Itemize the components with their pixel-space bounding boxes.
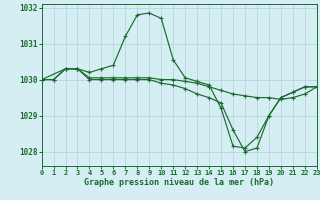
X-axis label: Graphe pression niveau de la mer (hPa): Graphe pression niveau de la mer (hPa) [84, 178, 274, 187]
